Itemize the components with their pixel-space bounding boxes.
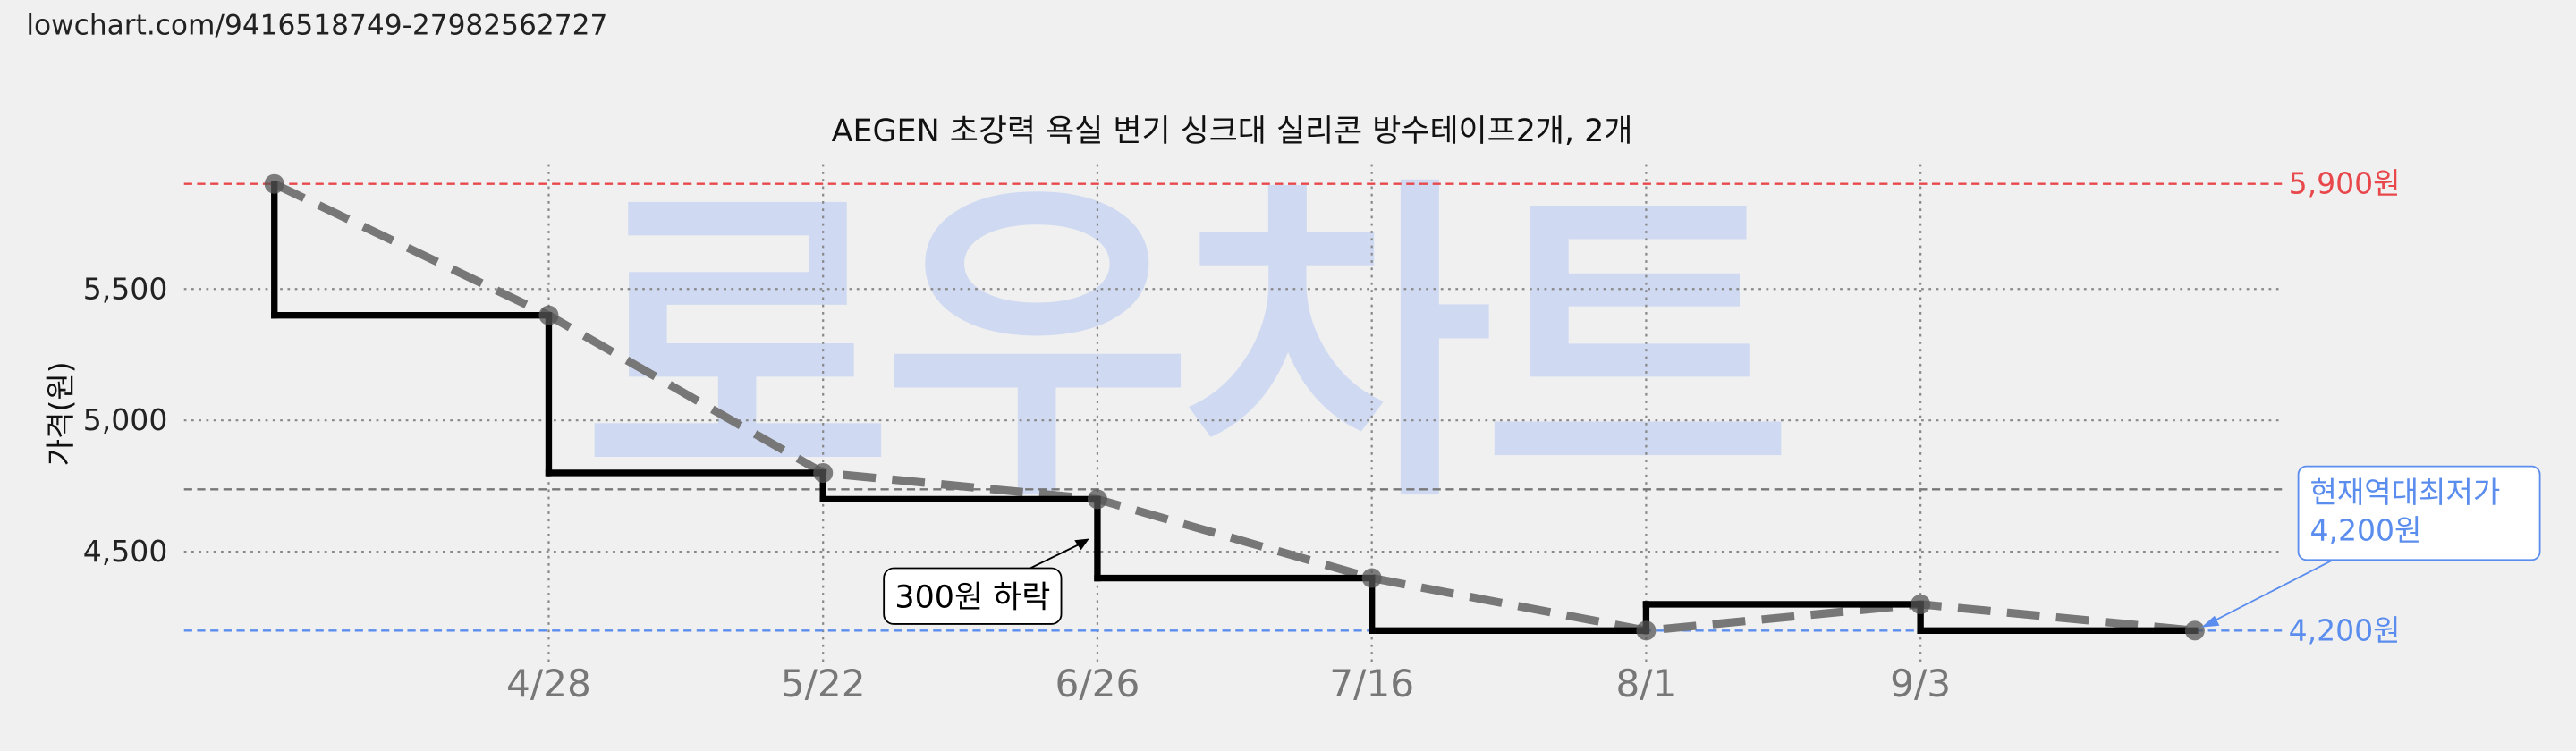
- arrow-head: [2201, 615, 2220, 628]
- x-tick-label: 9/3: [1890, 662, 1951, 705]
- annotation-arrow: [1026, 541, 1085, 571]
- chart-title: AEGEN 초강력 욕실 변기 싱크대 실리콘 방수테이프2개, 2개: [832, 114, 1633, 149]
- annotation-text: 현재역대최저가: [2309, 475, 2500, 510]
- x-tick-label: 6/26: [1055, 662, 1140, 705]
- annotation-text: 300원 하락: [894, 580, 1050, 616]
- annotation-box: [883, 567, 1063, 625]
- point: [1911, 594, 1931, 614]
- url: lowchart.com/9416518749-27982562727: [26, 10, 607, 42]
- point: [2184, 620, 2205, 641]
- point: [813, 462, 834, 484]
- annotation: 300원 하락: [883, 538, 1089, 625]
- trend-line: [272, 180, 2196, 635]
- x-tick-label: 7/16: [1329, 662, 1414, 705]
- y-tick-label: 4,500: [83, 534, 168, 569]
- annotation-box: [2297, 465, 2541, 561]
- watermark: 로우차트: [583, 150, 1784, 543]
- point: [538, 305, 559, 325]
- point: [1087, 489, 1107, 510]
- reference-label: 5,900원: [2289, 166, 2401, 201]
- annotation-text: 4,200원: [2309, 512, 2421, 547]
- point: [1636, 620, 1657, 641]
- annotation-arrow: [2204, 559, 2334, 627]
- y-tick-label: 5,000: [83, 402, 168, 437]
- reference-label: 4,200원: [2289, 612, 2401, 647]
- point: [1361, 568, 1382, 588]
- arrow-head: [1074, 538, 1089, 551]
- x-tick-label: 8/1: [1615, 662, 1676, 705]
- point: [264, 173, 284, 194]
- x-tick-label: 4/28: [506, 662, 591, 705]
- y-axis-label: 가격(원): [43, 361, 78, 466]
- y-tick-label: 5,500: [83, 271, 168, 306]
- x-tick-label: 5/22: [781, 662, 866, 705]
